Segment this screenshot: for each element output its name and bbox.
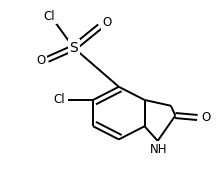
- Text: Cl: Cl: [54, 93, 65, 106]
- Text: O: O: [37, 54, 46, 67]
- Text: O: O: [103, 16, 112, 29]
- Text: S: S: [69, 41, 78, 55]
- Text: Cl: Cl: [44, 10, 55, 23]
- Text: O: O: [201, 111, 210, 124]
- Text: NH: NH: [150, 143, 168, 156]
